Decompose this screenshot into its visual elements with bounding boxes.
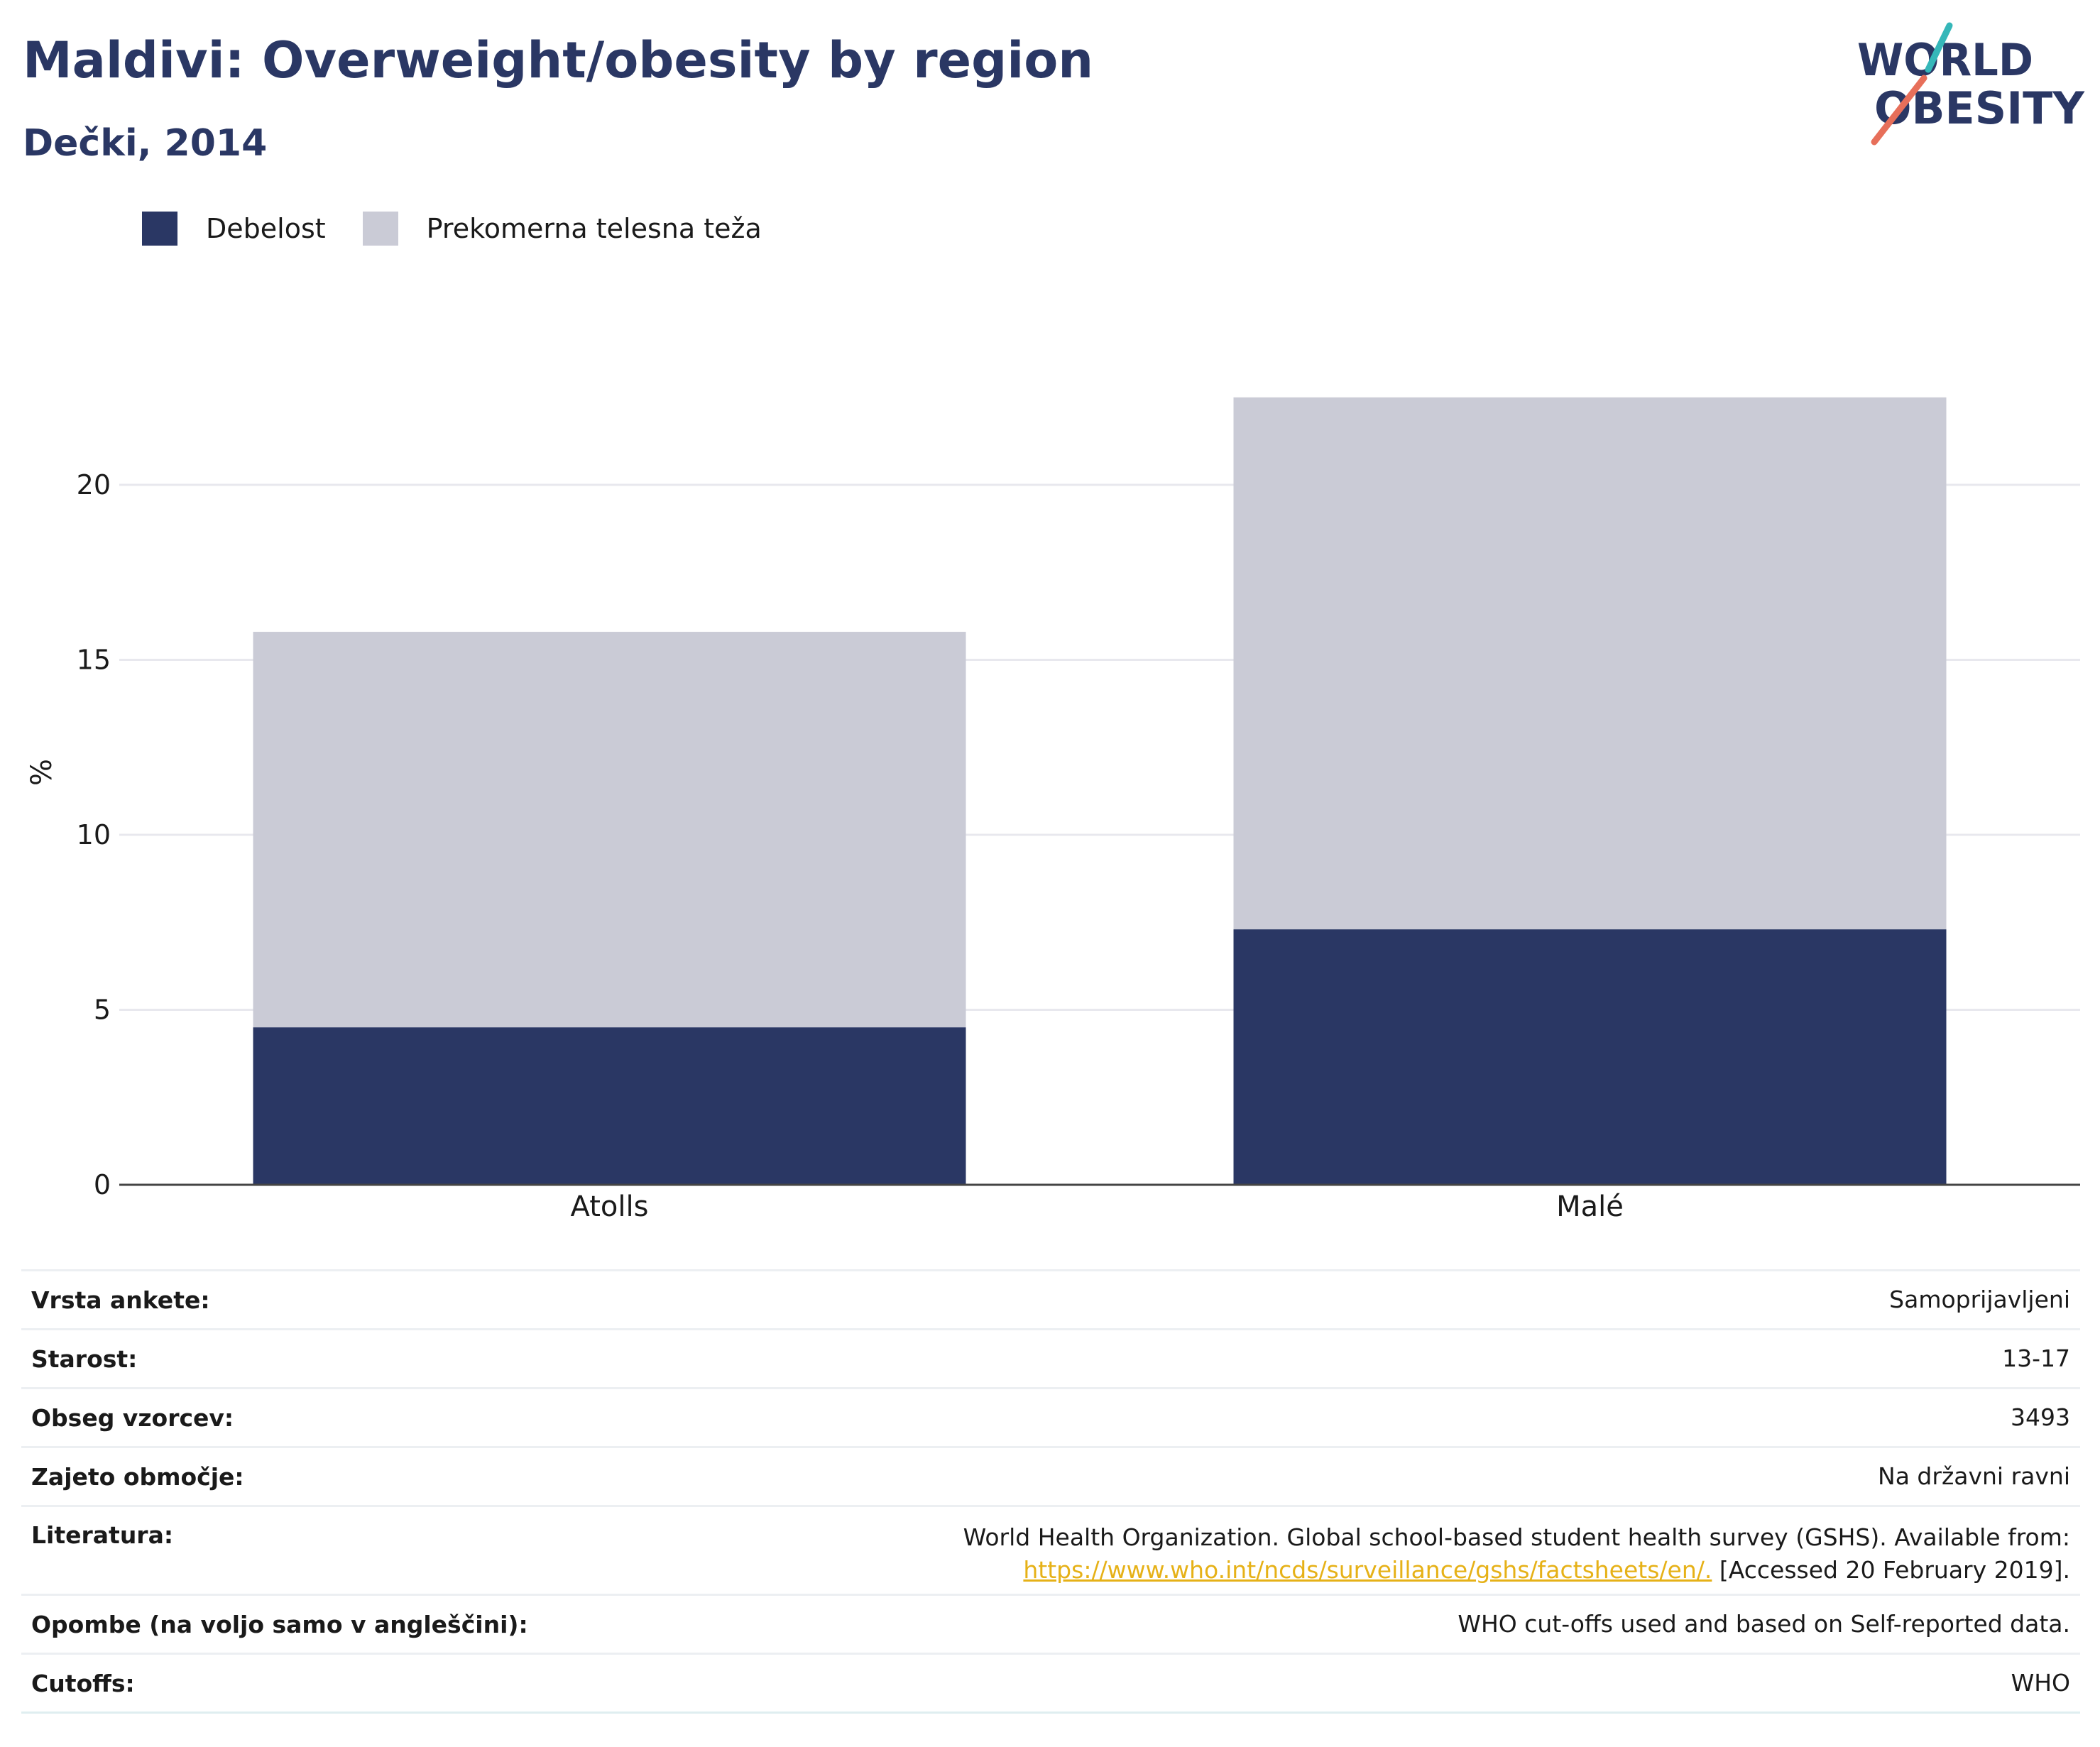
bar-chart: 0 5 10 15 20% Atolls Malé — [26, 397, 2080, 1223]
legend-swatch-obesity — [142, 212, 177, 246]
logo-text-world: WORLD — [1857, 34, 2033, 86]
info-value-sample-size: 3493 — [668, 1387, 2080, 1447]
info-row-cutoffs: Cutoffs: WHO — [21, 1653, 2080, 1714]
info-value-area: Na državni ravni — [668, 1446, 2080, 1506]
info-label-age: Starost: — [21, 1328, 669, 1389]
chart-legend: Debelost Prekomerna telesna teža — [142, 210, 799, 247]
info-row-notes: Opombe (na voljo samo v angleščini): WHO… — [21, 1594, 2080, 1654]
bar-obesity-0 — [253, 1027, 966, 1185]
info-value-age: 13-17 — [668, 1328, 2080, 1389]
info-row-survey-type: Vrsta ankete: Samoprijavljeni — [21, 1269, 2080, 1330]
survey-info-table: Vrsta ankete: Samoprijavljeni Starost: 1… — [21, 1269, 2080, 1714]
y-tick-label-15: 15 — [77, 645, 111, 676]
x-tick-label-0: Atolls — [571, 1190, 649, 1223]
logo-text-obesity: OBESITY — [1874, 82, 2085, 134]
legend-item-obesity[interactable]: Debelost — [142, 212, 326, 246]
bar-overweight-1 — [1233, 397, 1947, 930]
info-label-sample-size: Obseg vzorcev: — [21, 1387, 669, 1447]
info-row-sample-size: Obseg vzorcev: 3493 — [21, 1387, 2080, 1447]
legend-item-overweight[interactable]: Prekomerna telesna teža — [362, 212, 762, 246]
x-tick-label-1: Malé — [1556, 1190, 1624, 1223]
chart-title: Maldivi: Overweight/obesity by region — [23, 31, 1094, 89]
info-label-notes: Opombe (na voljo samo v angleščini): — [21, 1594, 669, 1654]
info-value-cutoffs: WHO — [668, 1653, 2080, 1714]
info-row-area: Zajeto območje: Na državni ravni — [21, 1446, 2080, 1506]
y-tick-label-20: 20 — [77, 469, 111, 500]
world-obesity-logo: WORLD OBESITY — [1857, 22, 2085, 146]
info-value-literature: World Health Organization. Global school… — [668, 1505, 2080, 1595]
literature-accessed: [Accessed 20 February 2019]. — [1712, 1556, 2070, 1584]
info-label-cutoffs: Cutoffs: — [21, 1653, 669, 1714]
info-value-notes: WHO cut-offs used and based on Self-repo… — [668, 1594, 2080, 1654]
y-tick-label-0: 0 — [94, 1169, 111, 1200]
y-tick-label-5: 5 — [94, 995, 111, 1026]
logo-slash-coral — [1871, 75, 1927, 146]
bar-obesity-1 — [1233, 929, 1947, 1185]
info-value-survey-type: Samoprijavljeni — [668, 1269, 2080, 1330]
legend-swatch-overweight — [362, 212, 398, 246]
legend-label-obesity: Debelost — [206, 213, 326, 244]
info-label-area: Zajeto območje: — [21, 1446, 669, 1506]
info-row-age: Starost: 13-17 — [21, 1328, 2080, 1389]
y-axis-label: % — [26, 759, 58, 786]
y-tick-label-10: 10 — [77, 819, 111, 850]
legend-label-overweight: Prekomerna telesna teža — [426, 213, 762, 244]
chart-subtitle: Dečki, 2014 — [23, 122, 268, 165]
info-row-literature: Literatura: World Health Organization. G… — [21, 1505, 2080, 1595]
literature-text: World Health Organization. Global school… — [963, 1523, 2070, 1551]
info-label-survey-type: Vrsta ankete: — [21, 1269, 669, 1330]
literature-link[interactable]: https://www.who.int/ncds/surveillance/gs… — [1023, 1556, 1712, 1584]
info-label-literature: Literatura: — [21, 1505, 669, 1595]
logo-slash-teal — [1925, 22, 1953, 73]
bar-overweight-0 — [253, 632, 966, 1028]
